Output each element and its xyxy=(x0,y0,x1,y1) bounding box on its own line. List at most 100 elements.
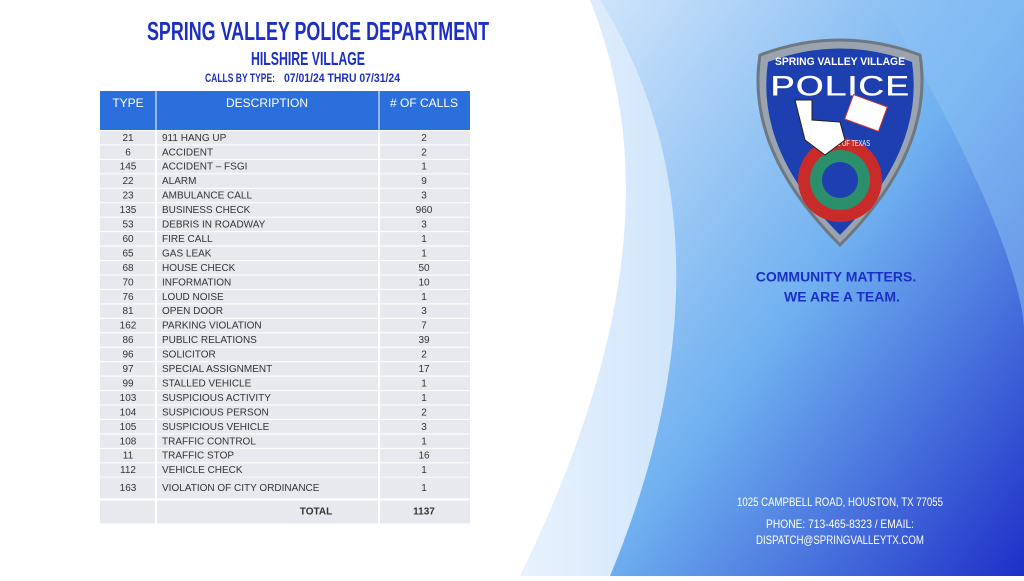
badge: SPRING VALLEY VILLAGE POLICE THE STATE O… xyxy=(756,38,924,248)
cell-bg xyxy=(157,246,378,260)
cell-bg xyxy=(157,289,378,304)
type-cell: 108 xyxy=(120,436,137,447)
cell-bg xyxy=(380,448,470,463)
calls-cell: 1 xyxy=(421,378,427,389)
type-cell: 135 xyxy=(120,205,137,216)
cell-bg xyxy=(380,217,470,232)
description-cell: GAS LEAK xyxy=(162,248,212,259)
cell-bg xyxy=(157,405,378,419)
cell-bg xyxy=(380,159,470,174)
type-cell: 97 xyxy=(122,364,134,375)
cell-bg xyxy=(380,203,470,217)
address: 1025 CAMPBELL ROAD, HOUSTON, TX 77055 xyxy=(737,495,943,509)
cell-bg xyxy=(157,174,378,188)
cell-bg xyxy=(380,405,470,419)
description-cell: AMBULANCE CALL xyxy=(162,191,252,202)
cell-bg xyxy=(380,289,470,304)
cell-bg xyxy=(380,333,470,347)
cell-bg xyxy=(100,261,155,275)
cell-bg xyxy=(380,304,470,318)
type-cell: 99 xyxy=(122,378,134,389)
calls-cell: 9 xyxy=(421,176,427,187)
description-cell: 911 HANG UP xyxy=(162,133,227,144)
cell-bg xyxy=(100,217,155,232)
cell-bg xyxy=(100,246,155,260)
calls-cell: 50 xyxy=(418,263,430,274)
description-cell: PUBLIC RELATIONS xyxy=(162,335,257,346)
calls-cell: 1 xyxy=(421,436,427,447)
calls-cell: 7 xyxy=(421,321,427,332)
calls-cell: 2 xyxy=(421,350,427,361)
type-cell: 163 xyxy=(120,483,137,494)
type-cell: 23 xyxy=(122,191,134,202)
cell-bg xyxy=(157,203,378,217)
type-cell: 21 xyxy=(122,133,134,144)
description-cell: TRAFFIC CONTROL xyxy=(162,436,256,447)
cell-bg xyxy=(100,420,155,434)
cell-bg xyxy=(380,463,470,477)
description-cell: ACCIDENT xyxy=(162,147,213,158)
type-cell: 86 xyxy=(122,335,134,346)
calls-cell: 10 xyxy=(418,277,430,288)
calls-cell: 39 xyxy=(418,335,430,346)
calls-cell: 1 xyxy=(421,483,427,494)
type-cell: 53 xyxy=(122,220,134,231)
cell-bg xyxy=(380,261,470,275)
calls-cell: 17 xyxy=(418,364,430,375)
cell-bg xyxy=(157,159,378,174)
cell-bg xyxy=(380,347,470,362)
motto: WE ARE A TEAM. xyxy=(784,289,900,305)
cell-bg xyxy=(380,434,470,448)
cell-bg xyxy=(380,131,470,145)
description-cell: SPECIAL ASSIGNMENT xyxy=(162,364,272,375)
calls-cell: 1 xyxy=(421,292,427,303)
cell-bg xyxy=(157,217,378,232)
cell-bg xyxy=(100,275,155,289)
type-cell: 104 xyxy=(120,407,137,418)
calls-cell: 2 xyxy=(421,133,427,144)
type-cell: 65 xyxy=(122,248,134,259)
cell-bg xyxy=(157,304,378,318)
calls-cell: 960 xyxy=(416,205,433,216)
cell-bg xyxy=(157,500,378,524)
cell-bg xyxy=(100,376,155,391)
description-cell: TRAFFIC STOP xyxy=(162,451,234,462)
type-cell: 112 xyxy=(120,465,136,476)
cell-bg xyxy=(100,203,155,217)
cell-bg xyxy=(100,145,155,159)
cell-bg xyxy=(380,145,470,159)
calls-cell: 1 xyxy=(421,393,427,404)
calls-cell: 16 xyxy=(418,451,430,462)
cell-bg xyxy=(100,232,155,246)
badge-top: SPRING VALLEY VILLAGE xyxy=(775,56,905,68)
calls-cell: 1 xyxy=(421,248,427,259)
calls-cell: 1 xyxy=(421,465,427,476)
description-cell: LOUD NOISE xyxy=(162,292,224,303)
cell-bg xyxy=(100,333,155,347)
cell-bg xyxy=(380,376,470,391)
table-header xyxy=(100,91,470,130)
description-cell: FIRE CALL xyxy=(162,234,213,245)
description-cell: SUSPICIOUS VEHICLE xyxy=(162,422,270,433)
column-header: TYPE xyxy=(112,96,143,110)
cell-bg xyxy=(157,362,378,376)
cell-bg xyxy=(380,318,470,333)
type-cell: 103 xyxy=(120,393,137,404)
description-cell: PARKING VIOLATION xyxy=(162,321,262,332)
total-value: 1137 xyxy=(413,507,435,518)
type-cell: 105 xyxy=(120,422,137,433)
type-cell: 6 xyxy=(125,147,131,158)
description-cell: BUSINESS CHECK xyxy=(162,205,251,216)
cell-bg xyxy=(157,434,378,448)
cell-bg xyxy=(100,318,155,333)
cell-bg xyxy=(380,362,470,376)
calls-cell: 3 xyxy=(421,422,427,433)
calls-cell: 2 xyxy=(421,407,427,418)
type-cell: 76 xyxy=(122,292,134,303)
column-header: DESCRIPTION xyxy=(226,96,308,110)
calls-table: TYPE DESCRIPTION # OF CALLS 21 911 HANG U… xyxy=(100,91,470,524)
description-cell: HOUSE CHECK xyxy=(162,263,236,274)
cell-bg xyxy=(157,261,378,275)
calls-cell: 1 xyxy=(421,234,427,245)
cell-bg xyxy=(100,304,155,318)
